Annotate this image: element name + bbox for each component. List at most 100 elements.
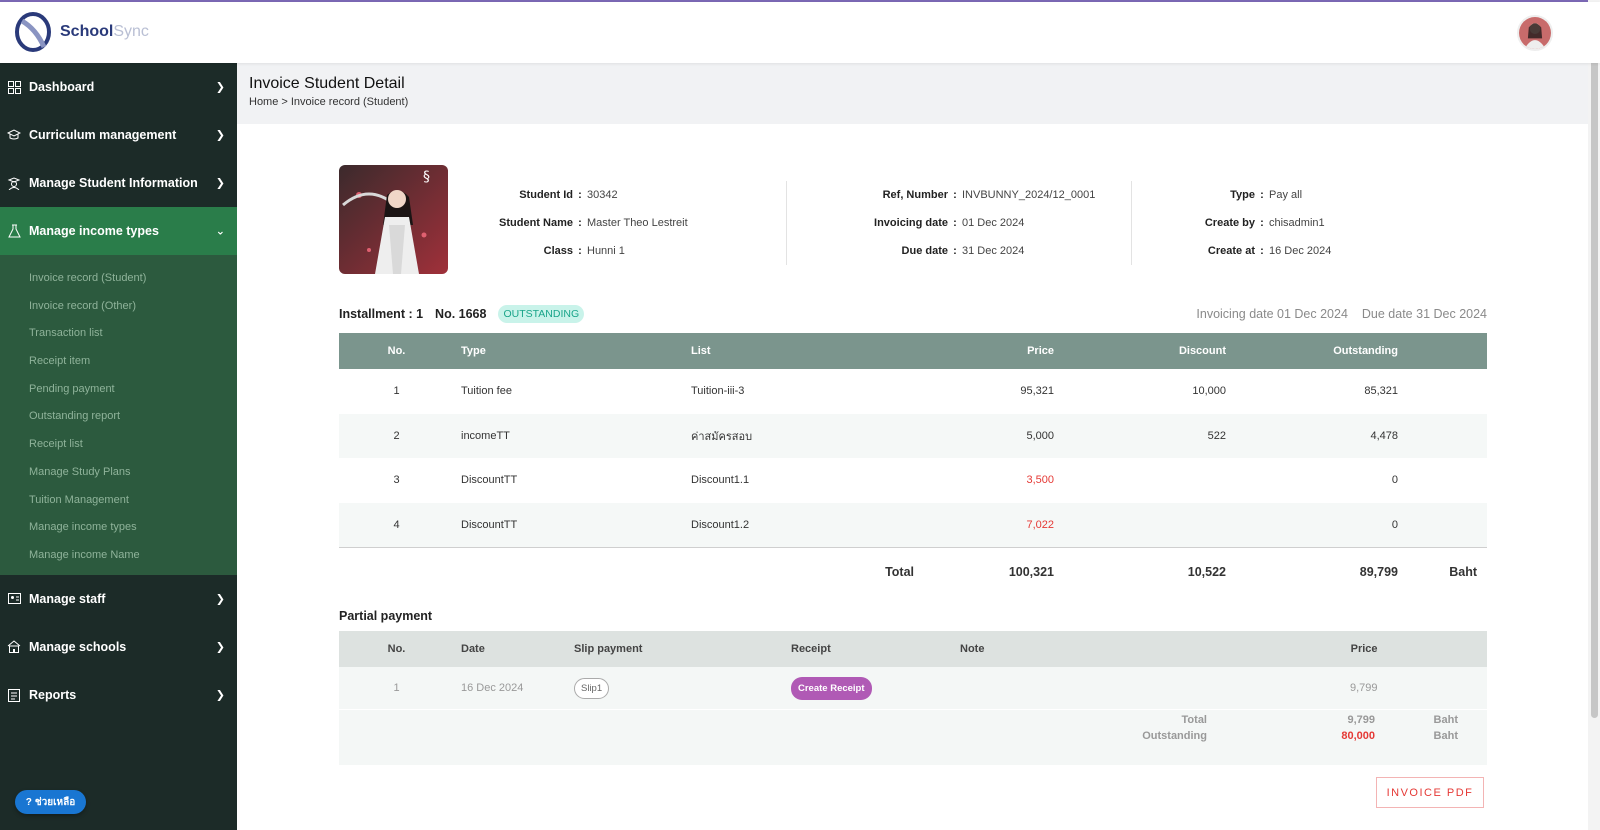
col-header-date: Date: [454, 631, 567, 667]
sidebar-item-label: Manage staff: [29, 591, 106, 606]
installment-line: Installment : 1 No. 1668 OUTSTANDING Inv…: [339, 305, 1487, 325]
submenu-invoice-other[interactable]: Invoice record (Other): [29, 299, 136, 312]
user-avatar[interactable]: [1517, 15, 1553, 51]
help-label: ช่วยเหลือ: [34, 796, 76, 808]
total-label: Total: [684, 546, 914, 597]
cell-discount: 522: [1054, 413, 1226, 458]
brand-secondary: Sync: [113, 23, 149, 40]
info-label: Create by: [1204, 217, 1255, 229]
flask-icon: [7, 224, 21, 238]
table-row: 4 DiscountTT Discount1.2 7,022 0: [339, 502, 1487, 547]
invoice-table-header: No. Type List Price Discount Outstanding: [339, 333, 1487, 369]
chevron-right-icon: ❯: [215, 641, 225, 654]
installment-due-date: Due date 31 Dec 2024: [1361, 307, 1487, 321]
student-photo-image: §: [339, 165, 448, 274]
info-label: Due date: [901, 245, 948, 257]
submenu-invoice-student[interactable]: Invoice record (Student): [29, 272, 147, 284]
info-colon: :: [1260, 217, 1264, 229]
cell-unit: [1398, 413, 1487, 458]
info-value: Pay all: [1269, 189, 1303, 201]
installment-info: Installment : 1 No. 1668 OUTSTANDING: [339, 305, 585, 323]
info-value: Master Theo Lestreit: [587, 217, 688, 229]
info-invoicing-date: Invoicing date:01 Dec 2024: [829, 209, 1095, 237]
sidebar-item-income-types[interactable]: Manage income types ⌄: [0, 207, 237, 255]
submenu-tuition-management[interactable]: Tuition Management: [29, 493, 129, 506]
top-accent-line: [0, 0, 1600, 2]
submenu-receipt-item[interactable]: Receipt item: [29, 355, 91, 368]
info-colon: :: [1260, 245, 1264, 257]
cell-price: 3,500: [1026, 474, 1054, 487]
sidebar-item-label: Manage Student Information: [29, 176, 198, 190]
cell-empty: [454, 546, 684, 597]
sidebar-item-label: Dashboard: [29, 80, 95, 94]
total-row: Total 100,321 10,522 89,799 Baht: [339, 546, 1487, 597]
col-header-no: No.: [339, 333, 454, 369]
partial-total-value: 9,799: [1347, 714, 1375, 726]
info-colon: :: [953, 245, 957, 257]
info-label: Class: [543, 245, 573, 257]
cell-no: 1: [393, 385, 400, 398]
breadcrumb[interactable]: Home > Invoice record (Student): [249, 96, 409, 108]
app-logo[interactable]: SchoolSync: [14, 11, 149, 53]
report-icon: [7, 688, 21, 702]
sidebar-item-dashboard[interactable]: Dashboard ❯: [0, 63, 237, 111]
staff-icon: [7, 592, 21, 606]
cell-unit: [1398, 458, 1487, 503]
submenu-receipt-list[interactable]: Receipt list: [29, 438, 83, 451]
cell-price: 9,799: [1350, 667, 1378, 709]
sidebar-item-curriculum[interactable]: Curriculum management ❯: [0, 111, 237, 159]
scrollbar-thumb[interactable]: [1591, 8, 1598, 718]
table-row: 1 16 Dec 2024 Slip1 Create Receipt 9,799: [339, 667, 1487, 709]
student-info-col-2: Ref, Number: INVBUNNY_2024/12_0001 Invoic…: [829, 181, 1095, 265]
submenu-income-types[interactable]: Manage income types: [29, 521, 137, 534]
cell-discount: [1054, 458, 1226, 503]
slip-link[interactable]: Slip1: [574, 677, 610, 699]
chevron-right-icon: ❯: [215, 129, 225, 142]
cell-list: Tuition-iii-3: [691, 385, 745, 398]
submenu-pending-payment[interactable]: Pending payment: [29, 382, 115, 395]
cell-no: 2: [339, 413, 454, 458]
submenu-outstanding-report[interactable]: Outstanding report: [29, 410, 121, 423]
info-divider: [1131, 181, 1132, 265]
col-header-discount: Discount: [1054, 333, 1226, 369]
logo-text: SchoolSync: [60, 23, 149, 41]
page-scrollbar[interactable]: [1588, 0, 1600, 830]
submenu-study-plans[interactable]: Manage Study Plans: [29, 465, 131, 478]
cell-type: incomeTT: [454, 413, 684, 458]
installment-invoicing-date: Invoicing date 01 Dec 2024: [1196, 307, 1348, 321]
student-info-col-1: Student Id:30342 Student Name: Master The…: [479, 181, 688, 265]
sidebar-item-label: Reports: [29, 687, 77, 702]
help-button[interactable]: ? ช่วยเหลือ: [15, 790, 86, 814]
col-header-price: Price: [1350, 631, 1378, 667]
sidebar: Dashboard ❯ Curriculum management ❯ Mana…: [0, 63, 237, 830]
invoice-pdf-button[interactable]: INVOICE PDF: [1376, 777, 1484, 808]
col-header-list: List: [684, 333, 914, 369]
sidebar-item-schools[interactable]: Manage schools ❯: [0, 623, 237, 671]
info-colon: :: [953, 217, 957, 229]
partial-payment-title: Partial payment: [339, 609, 433, 623]
cell-type: Tuition fee: [461, 385, 512, 398]
info-label: Student Id: [519, 189, 573, 201]
cell-unit: [1398, 502, 1487, 547]
partial-summary: Total 9,799 Baht Outstanding 80,000 Baht: [339, 710, 1487, 765]
create-receipt-button[interactable]: Create Receipt: [791, 676, 872, 700]
sidebar-item-label: Manage income types: [29, 224, 159, 238]
sidebar-item-label: Curriculum management: [29, 128, 177, 142]
sidebar-item-student-info[interactable]: Manage Student Information ❯: [0, 159, 237, 207]
page-title: Invoice Student Detail: [249, 75, 405, 92]
info-colon: :: [578, 245, 582, 257]
info-create-by: Create by: chisadmin1: [1171, 209, 1331, 237]
info-colon: :: [578, 217, 582, 229]
col-header-note: Note: [953, 631, 1350, 667]
submenu-transaction-list[interactable]: Transaction list: [29, 327, 103, 340]
sidebar-item-staff[interactable]: Manage staff ❯: [0, 575, 237, 623]
sidebar-item-reports[interactable]: Reports ❯: [0, 671, 237, 719]
partial-table-header: No. Date Slip payment Receipt Note Price: [339, 631, 1487, 667]
installment-label: Installment : 1: [339, 307, 424, 321]
partial-payment-table: No. Date Slip payment Receipt Note Price…: [339, 631, 1487, 709]
logo-icon: [15, 12, 51, 52]
submenu-income-name[interactable]: Manage income Name: [29, 548, 140, 561]
cell-outstanding: 0: [1226, 502, 1398, 547]
cell-date: 16 Dec 2024: [454, 667, 567, 709]
status-badge: OUTSTANDING: [498, 305, 585, 323]
